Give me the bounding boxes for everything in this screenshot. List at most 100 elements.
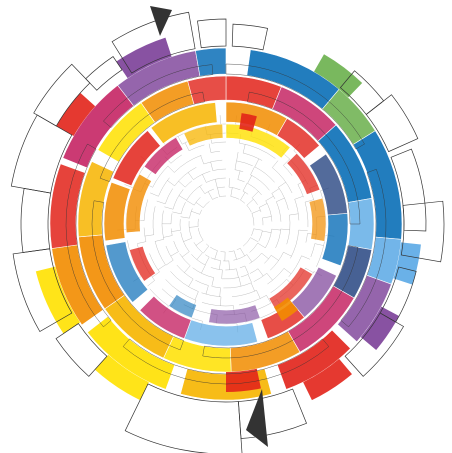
dendrogram-arc [239,142,276,159]
dendrogram-arc [143,199,148,221]
dendrogram-arc [242,237,251,247]
dendrogram-arc [201,302,234,307]
dendrogram-arc [294,199,300,221]
dendrogram-tick [155,239,164,242]
dendrogram-arc [161,210,165,240]
dendrogram-tick [266,273,273,281]
dendrogram-tick [195,202,204,208]
dendrogram-tick [207,191,213,200]
dendrogram-arc [165,279,197,301]
dendrogram-arc [228,250,235,253]
dendrogram-arc [276,201,282,222]
dendrogram-arc [286,215,291,245]
dendrogram-tick [289,213,299,216]
dendrogram-tick [157,264,166,270]
dendrogram-tick [294,196,304,200]
dendrogram-tick [304,199,314,203]
dendrogram-arc [193,197,201,206]
dendrogram-arc [223,282,252,289]
dendrogram-tick [199,186,205,194]
dendrogram-arc [161,288,176,301]
dendrogram-tick [247,274,252,283]
dendrogram-arc [211,141,227,144]
dendrogram-arc [158,177,170,197]
dendrogram-arc [154,241,166,265]
dendrogram-tick [172,211,182,215]
dendrogram-arc [193,171,211,180]
dendrogram-tick [233,250,237,260]
ring-block [360,306,400,350]
dendrogram-tick [171,230,181,232]
ring-segment [105,241,149,303]
ring-block [393,242,421,285]
dendrogram-tick [247,175,252,184]
dendrogram-tick [239,248,245,257]
dendrogram-tick [214,250,218,260]
dendrogram-arc [231,290,257,297]
dendrogram-arc [240,274,249,278]
dendrogram-arc [240,199,246,204]
dendrogram-tick [250,282,255,292]
outline-segment [20,187,52,253]
outline-segment [344,312,405,377]
dendrogram-tick [262,230,272,233]
dendrogram-tick [189,226,199,228]
dendrogram-arc [297,184,304,198]
dendrogram-tick [271,188,280,194]
dendrogram-arc [305,233,308,243]
dendrogram-tick [261,252,269,259]
inner-outline-segment [225,63,365,150]
dendrogram-arc [195,279,209,286]
dendrogram-arc [270,252,284,271]
dendrogram-arc [212,286,221,288]
dendrogram-tick [187,172,194,180]
dendrogram-arc [199,209,203,215]
dendrogram-tick [242,183,248,192]
dendrogram-arc [180,231,190,252]
dendrogram-tick [210,161,214,171]
dendrogram-arc [220,251,226,253]
ring-segment [286,152,321,195]
dendrogram-tick [152,271,160,278]
dendrogram-tick [230,187,233,197]
dendrogram-tick [251,209,261,214]
outer-outline-segments [10,11,445,453]
dendrogram-tick [298,229,308,232]
inner-outline-segment [340,168,387,328]
dendrogram-tick [178,195,187,201]
dendrogram-arc [198,227,204,241]
ring-segment [321,213,349,267]
dendrogram-tick [203,245,209,254]
dendrogram-tick [236,268,239,278]
dendrogram-arc [247,183,262,196]
outline-segment [365,94,419,153]
dendrogram-tick [314,243,324,246]
dendrogram-arc [170,213,173,224]
dendrogram-tick [194,291,199,300]
dendrogram-arc [205,254,210,258]
ring-block [56,92,96,136]
dendrogram-arc [310,243,316,258]
dendrogram-arc [186,184,203,201]
dendrogram-arc [275,228,281,248]
dendrogram-arc [243,152,263,161]
dendrogram-arc [152,206,156,235]
dendrogram-arc [201,292,222,298]
dendrogram-arc [251,197,258,205]
dendrogram-tick [278,181,286,188]
dendrogram-arc [290,230,299,259]
dendrogram-tick [271,228,281,231]
dendrogram-arc [204,188,215,194]
dendrogram-tick [228,178,230,188]
dendrogram-tick [220,296,222,306]
dendrogram-tick [234,160,237,170]
ring-segment [308,197,327,242]
dendrogram-tick [265,196,274,201]
ring-block [274,297,298,321]
dendrogram-tick [202,174,207,183]
dendrogram-arc [249,252,262,264]
dendrogram-arc [225,268,237,271]
dendrogram-arc [271,193,276,200]
dendrogram-tick [205,285,209,295]
ring-block [94,354,149,401]
